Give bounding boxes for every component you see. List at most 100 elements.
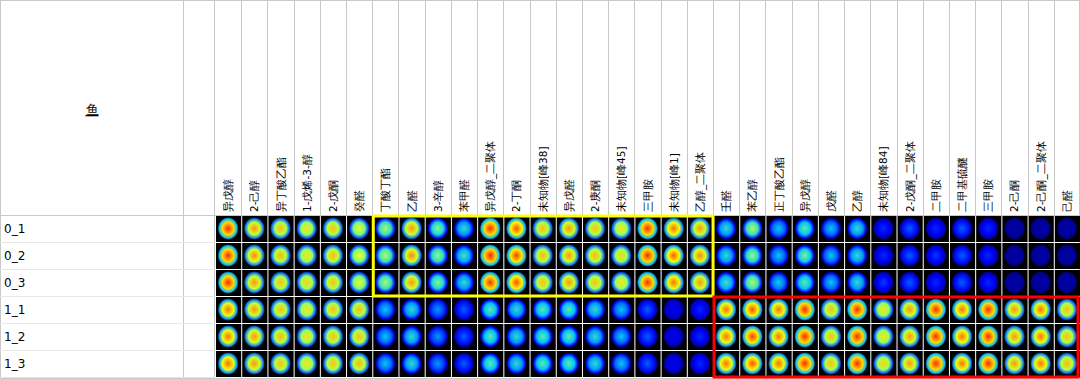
column-label: 2-己酮_二聚体 <box>1035 141 1048 212</box>
cell-background <box>373 351 398 377</box>
cell-background <box>242 270 267 296</box>
cell-background <box>426 324 451 350</box>
row-label: 1_1 <box>4 303 25 317</box>
cell-background <box>452 351 477 377</box>
cell-background <box>714 243 739 269</box>
cell <box>532 325 553 348</box>
cell <box>663 244 684 267</box>
cell <box>794 298 815 321</box>
column-line <box>739 0 740 215</box>
cell-background <box>531 351 556 377</box>
cell <box>349 325 370 348</box>
cell-background <box>321 216 346 242</box>
cell <box>899 271 920 294</box>
cell-group <box>845 351 870 377</box>
column-label: 癸醛 <box>353 190 365 212</box>
cell <box>427 217 448 240</box>
cell <box>637 244 658 267</box>
cell <box>296 271 317 294</box>
cell-group <box>793 324 818 350</box>
cell <box>1004 271 1025 294</box>
cell <box>821 271 842 294</box>
column-line <box>1001 0 1002 215</box>
cell-background <box>662 351 687 377</box>
cell <box>322 352 343 375</box>
cell <box>244 217 265 240</box>
column-label: 乙醇_二聚体 <box>694 152 707 212</box>
column-label: 异戊醇 <box>222 179 234 212</box>
cell <box>1056 325 1077 348</box>
cell-background <box>478 270 503 296</box>
cell-background <box>609 297 634 323</box>
cell <box>270 298 291 321</box>
cell <box>611 325 632 348</box>
cell <box>532 352 553 375</box>
cell-background <box>373 270 398 296</box>
cell <box>349 244 370 267</box>
cell-group <box>714 324 739 350</box>
cell <box>296 325 317 348</box>
cell-background <box>976 243 1001 269</box>
cell-group <box>845 297 870 323</box>
cell <box>375 271 396 294</box>
cell-background <box>478 351 503 377</box>
row-label: 0_1 <box>4 222 25 236</box>
cell-group <box>740 216 765 242</box>
cell-background <box>1002 243 1027 269</box>
cell-background <box>871 324 896 350</box>
cell-background <box>871 243 896 269</box>
cell-background <box>504 297 529 323</box>
cell <box>296 298 317 321</box>
cell-background <box>557 243 582 269</box>
cell <box>480 298 501 321</box>
cell-group <box>819 243 844 269</box>
cell-background <box>793 216 818 242</box>
cell <box>978 325 999 348</box>
column-label: 乙醛 <box>406 190 418 212</box>
cell-background <box>321 297 346 323</box>
cell <box>794 352 815 375</box>
cell-background <box>347 324 372 350</box>
cell-background <box>819 324 844 350</box>
cell <box>1004 298 1025 321</box>
cell-background <box>766 324 791 350</box>
cell-background <box>242 351 267 377</box>
cell <box>821 325 842 348</box>
cell-group <box>242 243 267 269</box>
cell-group <box>950 324 975 350</box>
cell <box>558 298 579 321</box>
cell <box>375 217 396 240</box>
cell-group <box>635 216 660 242</box>
cell-group <box>819 297 844 323</box>
cell-background <box>347 351 372 377</box>
column-label: 2-庚酮 <box>589 180 601 212</box>
cell-group <box>1029 270 1054 296</box>
cell-group <box>819 351 844 377</box>
cell-group <box>399 216 424 242</box>
cell <box>558 325 579 348</box>
title: 鱼 <box>86 102 99 117</box>
cell-group <box>216 324 241 350</box>
cell-background <box>216 216 241 242</box>
cell-group <box>583 297 608 323</box>
cell-group <box>871 216 896 242</box>
cell-background <box>426 351 451 377</box>
cell-background <box>426 243 451 269</box>
cell <box>480 352 501 375</box>
cell-group <box>950 270 975 296</box>
cell-background <box>845 351 870 377</box>
cell <box>532 244 553 267</box>
cell-background <box>688 324 713 350</box>
cell-group <box>1055 324 1080 350</box>
column-line <box>661 0 662 215</box>
cell-group <box>1002 216 1027 242</box>
cell-background <box>268 243 293 269</box>
cell <box>847 325 868 348</box>
cell <box>585 352 606 375</box>
cell-group <box>426 216 451 242</box>
cell <box>558 217 579 240</box>
cell-background <box>216 297 241 323</box>
cell-group <box>740 270 765 296</box>
cell <box>925 352 946 375</box>
column-line <box>425 0 426 215</box>
